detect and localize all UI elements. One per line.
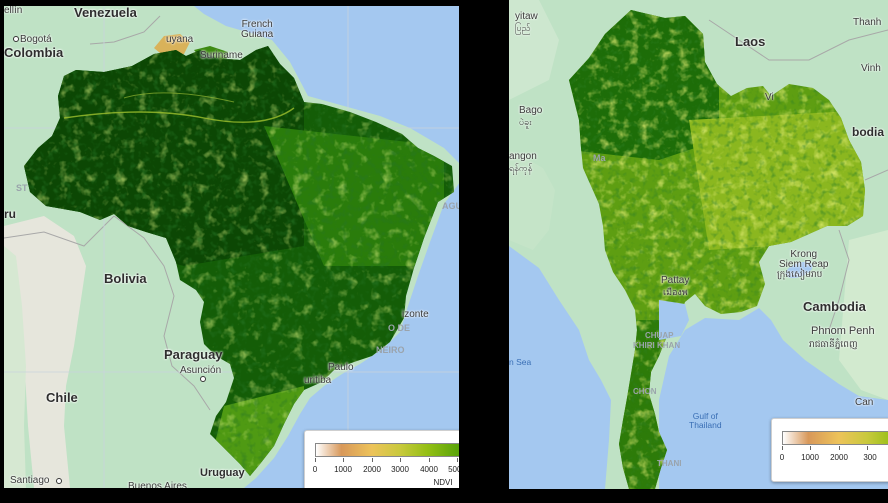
label-bolivia: Bolivia: [104, 271, 147, 286]
label-belo-horizonte: izonte: [402, 309, 429, 320]
legend-tick-2000: 2000: [363, 465, 381, 474]
city-dot-bogota: [13, 36, 19, 42]
label-venezuela: Venezuela: [74, 6, 137, 20]
legend-tick-0: 0: [312, 465, 318, 474]
label-chon: CHON: [633, 387, 657, 396]
legend-right-tick-2000: 2000: [830, 453, 848, 462]
legend-tick-marks-right: [782, 446, 888, 451]
label-guyana: uyana: [166, 34, 194, 45]
legend-right-tick-1000: 1000: [801, 453, 819, 462]
label-can-tho: Can: [855, 397, 874, 408]
city-dot-asuncion: [200, 376, 206, 382]
ndvi-color-ramp: [315, 443, 459, 457]
label-agu: AGU: [442, 201, 459, 211]
label-bago-local: ပဲခူး: [519, 117, 532, 127]
label-buenos-aires: Buenos Aires: [128, 481, 187, 489]
legend-tick-5000: 5000: [448, 465, 459, 474]
ndvi-legend-right: 0 1000 2000 300: [771, 418, 888, 482]
label-prachuap: CHUAP: [645, 331, 674, 340]
label-thanh: Thanh: [853, 17, 882, 28]
label-krong-siem-reap: Krong Siem Reap: [779, 249, 829, 270]
label-uruguay: Uruguay: [200, 467, 245, 479]
label-colombia: Colombia: [4, 45, 64, 60]
label-vientiane: Vi: [765, 92, 774, 103]
legend-tick-1000: 1000: [334, 465, 352, 474]
thailand-ndvi-map[interactable]: Laos yitaw ပြည် Thanh Vinh Vi Bago ပဲခူး…: [509, 0, 888, 489]
legend-right-tick-3000: 300: [863, 453, 877, 462]
label-vinh: Vinh: [861, 63, 881, 74]
label-peru: ru: [4, 207, 16, 221]
legend-tick-marks: [315, 458, 459, 463]
label-gulf-of-thailand: Gulf of Thailand: [689, 411, 722, 430]
label-ma: Ma: [593, 153, 606, 163]
label-french-guiana: French Guiana: [241, 19, 274, 40]
legend-tick-3000: 3000: [391, 465, 409, 474]
label-bogota: Bogotá: [20, 34, 52, 45]
label-thani: THANI: [657, 459, 682, 468]
label-rio-b: NEIRO: [376, 345, 405, 355]
label-yangon: angon: [509, 151, 537, 162]
label-santiago: Santiago: [10, 475, 50, 486]
legend-tick-4000: 4000: [420, 465, 438, 474]
ndvi-legend-left: 0 1000 2000 3000 4000 5000 6000 7000 800…: [304, 430, 459, 488]
label-medellin: ellín: [4, 6, 23, 16]
label-khiri-khan: KHIRI KHAN: [633, 341, 681, 350]
label-suriname: Suriname: [200, 50, 243, 61]
label-naypyitaw-local: ပြည်: [515, 23, 531, 33]
label-phnom-penh-local: រាជធានីភ្នំពេញ: [809, 339, 858, 349]
label-yangon-local: ရန်ကုန်: [509, 163, 533, 173]
label-krong-siem-reap-local: ក្រុងសៀមរាប: [777, 269, 823, 279]
label-paraguay: Paraguay: [164, 347, 223, 362]
label-phnom-penh: Phnom Penh: [811, 325, 875, 337]
ndvi-color-ramp-right: [782, 431, 888, 445]
label-andaman-sea: n Sea: [509, 357, 532, 367]
thailand-map-canvas: [509, 0, 888, 489]
label-naypyitaw: yitaw: [515, 11, 538, 22]
city-dot-santiago: [56, 478, 62, 484]
label-cambodia-top: bodia: [852, 125, 884, 139]
label-cambodia: Cambodia: [803, 299, 866, 314]
legend-title-ndvi: NDVI: [433, 478, 453, 487]
label-asuncion: Asunción: [180, 365, 222, 376]
label-rio-a: O DE: [388, 323, 411, 333]
label-curitiba: uritiba: [304, 375, 332, 386]
label-st: ST: [16, 183, 28, 193]
brazil-ndvi-map[interactable]: Venezuela ellín Bogotá Colombia uyana Fr…: [4, 6, 459, 488]
label-bago: Bago: [519, 105, 543, 116]
label-laos: Laos: [735, 34, 766, 49]
label-pattaya: Pattay: [661, 275, 690, 286]
label-chile: Chile: [46, 390, 78, 405]
brazil-map-canvas: [4, 6, 459, 488]
label-sao-paulo: Paulo: [328, 362, 354, 373]
label-pattaya-local: เมืองพ: [663, 287, 688, 297]
legend-right-tick-0: 0: [779, 453, 785, 462]
